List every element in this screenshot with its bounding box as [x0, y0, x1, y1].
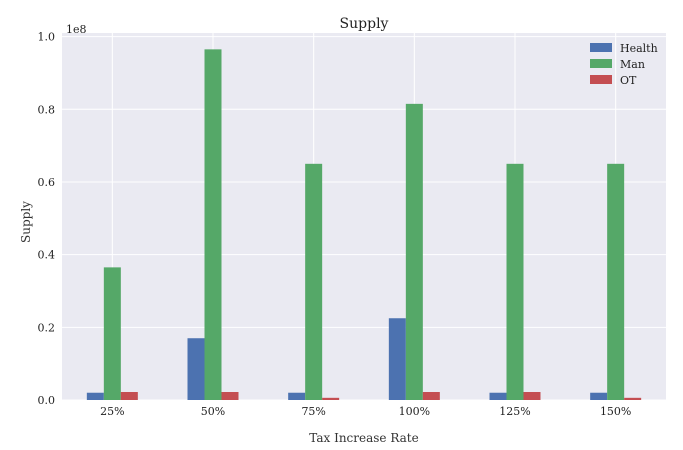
- y-tick-label: 1.0: [38, 31, 56, 44]
- bar-man-3: [405, 103, 423, 400]
- bar-health-5: [590, 392, 608, 400]
- legend-swatch-ot: [590, 75, 612, 84]
- bar-ot-3: [422, 392, 440, 400]
- y-tick-label: 0.6: [38, 176, 56, 189]
- bar-health-1: [187, 338, 205, 400]
- legend-label-man: Man: [620, 58, 645, 71]
- bar-man-5: [607, 163, 625, 400]
- bar-ot-5: [624, 397, 642, 400]
- y-tick-label: 0.0: [38, 394, 56, 407]
- bar-health-4: [489, 392, 507, 400]
- bar-ot-1: [221, 392, 239, 400]
- plot-area: [62, 33, 666, 400]
- y-axis-label: Supply: [19, 201, 33, 243]
- y-tick-label: 0.2: [38, 321, 56, 334]
- y-offset-text: 1e8: [66, 23, 87, 36]
- bar-ot-4: [523, 392, 541, 400]
- legend: Health Man OT: [590, 42, 658, 87]
- bar-health-0: [86, 392, 104, 400]
- bar-health-3: [388, 318, 406, 400]
- x-tick-label: 75%: [301, 405, 325, 418]
- x-tick-label: 125%: [499, 405, 530, 418]
- y-axis-ticks: 0.0 0.2 0.4 0.6 0.8 1.0: [38, 31, 56, 407]
- legend-label-health: Health: [620, 42, 658, 55]
- x-tick-label: 25%: [100, 405, 124, 418]
- bar-man-0: [103, 267, 121, 400]
- legend-swatch-man: [590, 59, 612, 68]
- bars: [86, 49, 642, 400]
- x-axis-ticks: 25% 50% 75% 100% 125% 150%: [100, 405, 631, 418]
- legend-label-ot: OT: [620, 74, 637, 87]
- bar-man-4: [506, 163, 524, 400]
- x-tick-label: 150%: [600, 405, 631, 418]
- bar-ot-2: [322, 397, 340, 400]
- bar-man-1: [204, 49, 222, 400]
- y-tick-label: 0.8: [38, 103, 56, 116]
- x-axis-label: Tax Increase Rate: [309, 431, 418, 445]
- x-tick-label: 50%: [201, 405, 225, 418]
- x-tick-label: 100%: [399, 405, 430, 418]
- bar-ot-0: [120, 392, 138, 400]
- bar-health-2: [288, 392, 306, 400]
- legend-swatch-health: [590, 43, 612, 52]
- bar-man-2: [305, 163, 323, 400]
- chart-title: Supply: [340, 16, 389, 32]
- y-tick-label: 0.4: [38, 249, 56, 262]
